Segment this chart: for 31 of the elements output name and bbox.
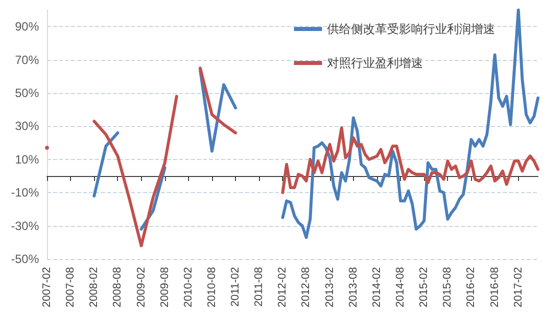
x-tick-label: 2008-02 bbox=[88, 267, 100, 308]
x-tick-label: 2007-08 bbox=[64, 267, 77, 308]
y-tick-label: -50% bbox=[10, 252, 40, 266]
x-tick-label: 2013-08 bbox=[347, 267, 360, 308]
x-tick-label: 2017-02 bbox=[512, 267, 524, 308]
legend-label: 对照行业盈利增速 bbox=[327, 56, 423, 70]
x-tick-label: 2012-02 bbox=[276, 267, 289, 308]
y-tick-label: -30% bbox=[10, 218, 40, 233]
x-tick-label: 2016-02 bbox=[465, 267, 478, 308]
x-tick-label: 2009-02 bbox=[135, 267, 148, 308]
x-tick-label: 2010-02 bbox=[182, 267, 194, 308]
x-tick-label: 2013-02 bbox=[324, 267, 336, 308]
y-tick-label: 90% bbox=[14, 20, 40, 34]
x-tick-label: 2012-08 bbox=[300, 267, 312, 308]
y-tick-label: 70% bbox=[14, 52, 40, 67]
legend-label: 供给侧改革受影响行业利润增速 bbox=[327, 22, 495, 36]
y-tick-label: -10% bbox=[10, 186, 40, 200]
x-tick-label: 2015-08 bbox=[442, 267, 454, 308]
y-tick-label: 10% bbox=[14, 152, 40, 166]
x-tick-label: 2009-08 bbox=[158, 267, 171, 308]
y-tick-label: 50% bbox=[14, 86, 40, 100]
x-tick-label: 2015-02 bbox=[418, 267, 430, 308]
x-tick-label: 2011-02 bbox=[230, 267, 242, 307]
x-tick-label: 2016-08 bbox=[488, 267, 501, 308]
x-tick-label: 2011-08 bbox=[253, 267, 266, 307]
y-tick-label: 30% bbox=[14, 119, 40, 134]
x-tick-label: 2014-02 bbox=[370, 267, 383, 308]
x-tick-label: 2008-08 bbox=[112, 267, 124, 308]
x-tick-label: 2007-02 bbox=[41, 267, 53, 308]
x-tick-label: 2010-08 bbox=[206, 267, 218, 308]
x-tick-label: 2014-08 bbox=[394, 267, 407, 308]
